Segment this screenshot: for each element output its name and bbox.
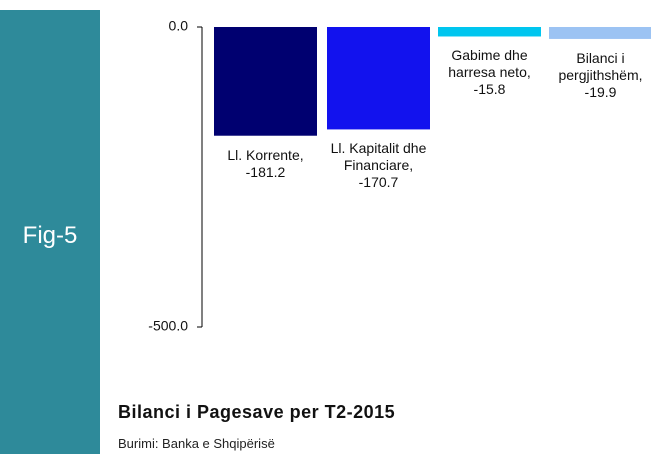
chart-title: Bilanci i Pagesave per T2-2015 [118,402,396,422]
y-tick-label: -500.0 [148,318,188,334]
bar [327,27,430,130]
y-tick-label: 0.0 [169,18,189,34]
data-label: Gabime dhe harresa neto, -15.8 [448,47,531,98]
data-label: Ll. Korrente, -181.2 [227,146,304,180]
figure-label: Fig-5 [22,222,78,249]
side-panel [0,10,100,454]
bar [438,27,541,37]
bar [214,27,317,136]
data-label: Ll. Kapitalit dhe Financiare, -170.7 [330,140,427,191]
bar [549,27,651,39]
chart: 0.0 -500.0 [148,18,651,334]
chart-subtitle: Burimi: Banka e Shqipërisë [118,436,275,451]
data-label: Bilanci i pergjithshëm, -19.9 [558,49,643,100]
